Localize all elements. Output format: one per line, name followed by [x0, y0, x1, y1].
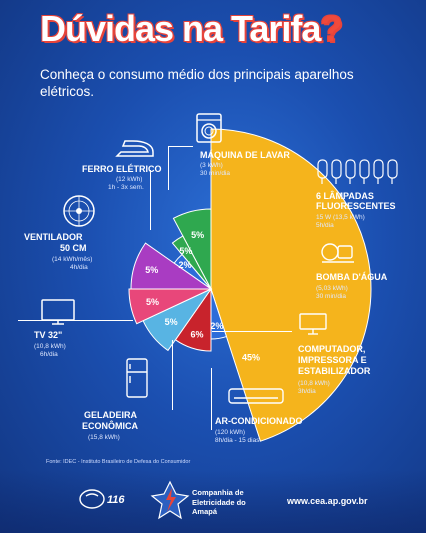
pie-label-0: 45%: [242, 353, 260, 363]
pie-label-1: 5%: [191, 230, 204, 240]
title-question-mark: ?: [320, 8, 342, 49]
company-name: Companhia de Eletricidade do Amapá: [192, 488, 246, 517]
title-text: Dúvidas na Tarifa: [40, 8, 321, 49]
computador-kwh: (10,8 kWh): [298, 380, 330, 387]
bomba-label: BOMBA D'ÁGUA: [316, 272, 388, 282]
leader-line-ar: [211, 368, 212, 430]
pie-slice-8: [130, 242, 213, 290]
maquina-label: MÁQUINA DE LAVAR: [200, 150, 290, 160]
phone-number: 116: [107, 494, 125, 506]
ar-usage: 8h/dia - 15 dias: [215, 437, 260, 444]
pie-slice-0: [210, 128, 372, 442]
ventilador-usage: 4h/dia: [70, 264, 88, 271]
leader-line-computador: [212, 331, 292, 332]
bomba-kwh: (5,03 kWh): [316, 285, 348, 292]
pie-label-5: 6%: [190, 329, 203, 339]
geladeira-label-1: GELADEIRA: [84, 410, 138, 420]
tv-label: TV 32": [34, 330, 63, 340]
computador-label-1: COMPUTADOR,: [298, 344, 366, 354]
tv-kwh: (10,8 kWh): [34, 343, 66, 350]
pie-label-2: 5%: [179, 246, 192, 256]
computador-label-3: ESTABILIZADOR: [298, 366, 371, 376]
ventilador-kwh: (14 kWh/mês): [52, 256, 93, 263]
ar-label: AR-CONDICIONADO: [215, 416, 303, 426]
pie-slice-7: [128, 288, 212, 325]
ventilador-label-1: VENTILADOR: [24, 232, 83, 242]
lamps-icon: [317, 159, 398, 184]
geladeira-label-2: ECONÔMICA: [82, 421, 138, 431]
leader-line-maquina: [168, 146, 169, 190]
phone-badge-icon: [79, 489, 105, 509]
pie-slice-2: [171, 235, 212, 290]
page-title: Dúvidas na Tarifa?: [40, 8, 342, 50]
pie-label-4: 2%: [210, 321, 223, 331]
footer: [0, 470, 426, 533]
pie-label-6: 5%: [165, 317, 178, 327]
source-note: Fonte: IDEC - Instituto Brasileiro de De…: [46, 459, 191, 465]
company-line-2: Eletricidade do: [192, 497, 246, 507]
lampadas-label-2: FLUORESCENTES: [316, 201, 396, 211]
company-line-1: Companhia de: [192, 488, 244, 497]
leader-line-geladeira: [172, 340, 173, 410]
company-line-3: Amapá: [192, 507, 218, 516]
water-pump-icon: [321, 243, 354, 263]
website-link[interactable]: www.cea.ap.gov.br: [287, 496, 368, 506]
pie-slice-1: [172, 208, 212, 290]
pie-label-7: 5%: [146, 297, 159, 307]
air-conditioner-icon: [228, 388, 284, 404]
tv-icon: [41, 299, 75, 325]
subtitle: Conheça o consumo médio dos principais a…: [40, 67, 354, 99]
maquina-usage: 30 min/dia: [200, 170, 230, 177]
pie-label-8: 5%: [145, 265, 158, 275]
ferro-label: FERRO ELÉTRICO: [82, 164, 162, 174]
company-logo-icon: [150, 480, 190, 520]
maquina-kwh: (3 kWh): [200, 162, 223, 169]
washing-machine-icon: [196, 113, 222, 143]
tv-usage: 6h/dia: [40, 351, 58, 358]
refrigerator-icon: [126, 358, 148, 398]
leader-line-maquina-h: [168, 146, 193, 147]
fan-icon: [63, 195, 95, 227]
computador-usage: 3h/dia: [298, 388, 316, 395]
pie-label-3: 2%: [178, 260, 191, 270]
ar-kwh: (120 kWh): [215, 429, 245, 436]
leader-line-tv: [18, 320, 133, 321]
geladeira-kwh: (15,8 kWh): [88, 434, 120, 441]
ferro-usage: 1h - 3x sem.: [108, 184, 144, 191]
bomba-usage: 30 min/dia: [316, 293, 346, 300]
computer-icon: [299, 313, 327, 335]
leader-line-ferro: [150, 170, 151, 230]
lampadas-label-1: 6 LÂMPADAS: [316, 191, 374, 201]
computador-label-2: IMPRESSORA E: [298, 355, 367, 365]
lampadas-kwh: 15 W (13,5 kWh): [316, 214, 365, 221]
ventilador-label-2: 50 CM: [60, 243, 87, 253]
lampadas-usage: 5h/dia: [316, 222, 334, 229]
iron-icon: [115, 140, 154, 157]
ferro-kwh: (12 kWh): [116, 176, 143, 183]
